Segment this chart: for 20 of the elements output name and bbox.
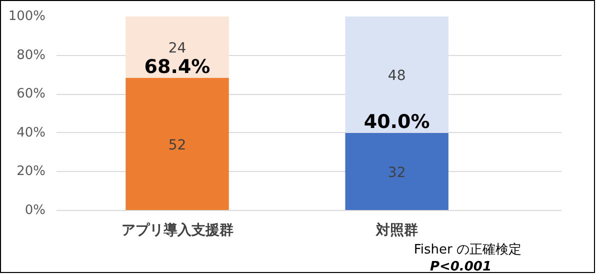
annotation: 24 bbox=[168, 40, 186, 57]
y-tick-label: 100% bbox=[8, 9, 46, 24]
bar bbox=[126, 16, 229, 78]
x-tick-label: アプリ導入支援群 bbox=[121, 222, 234, 238]
annotation: 68.4% bbox=[144, 56, 210, 78]
bar bbox=[345, 132, 448, 210]
annotation: 48 bbox=[388, 68, 406, 84]
bar bbox=[126, 78, 229, 210]
annotation: 40.0% bbox=[364, 110, 430, 133]
y-tick-label: 60% bbox=[16, 86, 46, 102]
y-tick-label: 0% bbox=[24, 203, 46, 218]
annotation: 32 bbox=[388, 165, 406, 182]
text: P<0.001 bbox=[430, 260, 492, 274]
y-tick-label: 20% bbox=[16, 164, 46, 180]
annotation: 52 bbox=[168, 138, 186, 154]
text: Fisher の正確検定 bbox=[414, 242, 522, 258]
y-tick-label: 80% bbox=[16, 48, 46, 63]
y-tick-label: 40% bbox=[16, 125, 46, 140]
x-tick-label: 対照群 bbox=[374, 222, 418, 238]
bar bbox=[345, 16, 448, 133]
